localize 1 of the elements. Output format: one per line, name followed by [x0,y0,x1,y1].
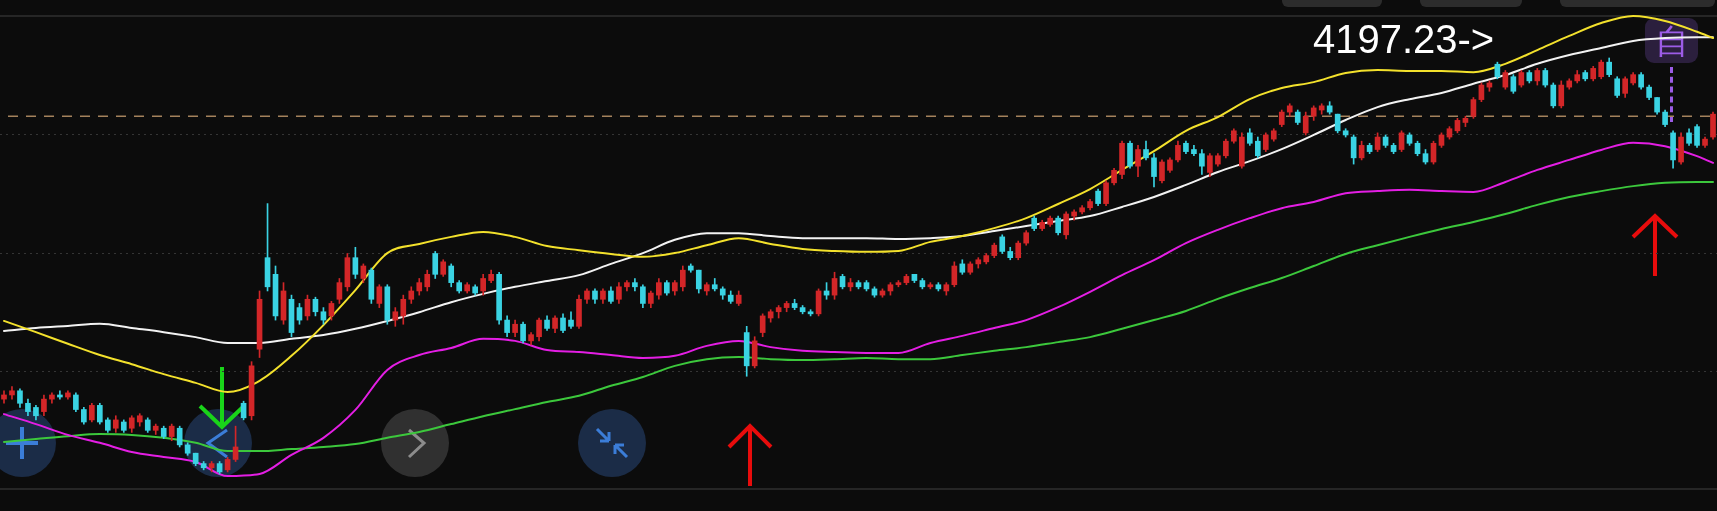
annotation: 4197.23-> [1312,17,1495,62]
